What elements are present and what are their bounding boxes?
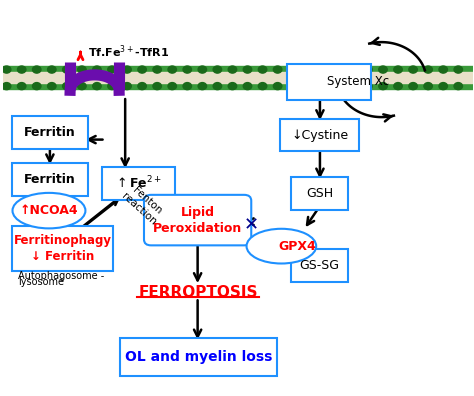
Circle shape xyxy=(2,66,11,73)
Circle shape xyxy=(288,83,297,89)
FancyBboxPatch shape xyxy=(291,249,348,282)
Circle shape xyxy=(424,83,432,89)
FancyBboxPatch shape xyxy=(101,167,174,200)
Circle shape xyxy=(349,83,357,89)
Text: ↑NCOA4: ↑NCOA4 xyxy=(19,204,78,217)
Text: ✕: ✕ xyxy=(244,217,259,234)
Circle shape xyxy=(168,83,176,89)
FancyBboxPatch shape xyxy=(12,163,88,196)
Circle shape xyxy=(319,83,327,89)
Circle shape xyxy=(198,66,207,73)
Circle shape xyxy=(93,83,101,89)
Circle shape xyxy=(228,66,237,73)
Circle shape xyxy=(47,66,56,73)
Circle shape xyxy=(183,83,191,89)
Ellipse shape xyxy=(246,229,316,263)
Circle shape xyxy=(153,66,162,73)
Circle shape xyxy=(258,83,267,89)
Text: ↓Cystine: ↓Cystine xyxy=(292,129,348,142)
Circle shape xyxy=(33,83,41,89)
Circle shape xyxy=(93,66,101,73)
Circle shape xyxy=(213,66,222,73)
Circle shape xyxy=(123,83,131,89)
Circle shape xyxy=(288,66,297,73)
Text: FERROPTOSIS: FERROPTOSIS xyxy=(138,285,258,300)
FancyBboxPatch shape xyxy=(12,226,113,271)
Circle shape xyxy=(108,66,116,73)
FancyBboxPatch shape xyxy=(291,177,348,210)
Circle shape xyxy=(379,83,387,89)
Text: GPX4: GPX4 xyxy=(279,240,316,253)
FancyBboxPatch shape xyxy=(144,195,251,246)
Circle shape xyxy=(138,66,146,73)
Circle shape xyxy=(364,83,372,89)
Circle shape xyxy=(409,83,417,89)
Circle shape xyxy=(63,83,71,89)
Circle shape xyxy=(303,66,312,73)
Text: Lipid
Peroxidation: Lipid Peroxidation xyxy=(153,206,242,234)
Text: GSH: GSH xyxy=(306,187,333,200)
Text: Ferritinophagy
↓ Ferritin: Ferritinophagy ↓ Ferritin xyxy=(14,234,112,263)
FancyBboxPatch shape xyxy=(12,116,88,148)
Text: OL and myelin loss: OL and myelin loss xyxy=(125,350,272,364)
Text: $\uparrow$Fe$^{2+}$: $\uparrow$Fe$^{2+}$ xyxy=(114,175,162,192)
Circle shape xyxy=(138,83,146,89)
Circle shape xyxy=(168,66,176,73)
Text: Fenton
reaction: Fenton reaction xyxy=(120,183,166,227)
Text: GS-SG: GS-SG xyxy=(300,259,339,272)
Circle shape xyxy=(78,66,86,73)
Circle shape xyxy=(319,66,327,73)
Text: System Xc: System Xc xyxy=(327,76,389,88)
Ellipse shape xyxy=(12,193,85,228)
Circle shape xyxy=(108,83,116,89)
Circle shape xyxy=(379,66,387,73)
FancyBboxPatch shape xyxy=(119,339,277,375)
FancyBboxPatch shape xyxy=(287,64,371,100)
Circle shape xyxy=(303,83,312,89)
Text: lysosome: lysosome xyxy=(18,277,64,287)
Circle shape xyxy=(47,83,56,89)
Circle shape xyxy=(409,66,417,73)
FancyBboxPatch shape xyxy=(281,119,359,151)
Circle shape xyxy=(394,66,402,73)
Circle shape xyxy=(454,66,463,73)
Circle shape xyxy=(334,66,342,73)
Text: Tf.Fe$^{3+}$-TfR1: Tf.Fe$^{3+}$-TfR1 xyxy=(89,44,170,60)
Circle shape xyxy=(334,83,342,89)
Text: Ferritin: Ferritin xyxy=(24,173,76,186)
Bar xyxy=(3,66,474,73)
Circle shape xyxy=(258,66,267,73)
Circle shape xyxy=(424,66,432,73)
Circle shape xyxy=(243,66,252,73)
Circle shape xyxy=(2,83,11,89)
Circle shape xyxy=(349,66,357,73)
Circle shape xyxy=(273,66,282,73)
Circle shape xyxy=(33,66,41,73)
Circle shape xyxy=(364,66,372,73)
Circle shape xyxy=(183,66,191,73)
Circle shape xyxy=(63,66,71,73)
Circle shape xyxy=(394,83,402,89)
Circle shape xyxy=(153,83,162,89)
Circle shape xyxy=(454,83,463,89)
Circle shape xyxy=(18,83,26,89)
Bar xyxy=(3,72,474,83)
Text: Autophagosome -: Autophagosome - xyxy=(18,270,104,281)
Circle shape xyxy=(198,83,207,89)
Circle shape xyxy=(18,66,26,73)
Circle shape xyxy=(213,83,222,89)
Circle shape xyxy=(123,66,131,73)
Circle shape xyxy=(439,66,447,73)
Circle shape xyxy=(228,83,237,89)
Circle shape xyxy=(243,83,252,89)
Text: Ferritin: Ferritin xyxy=(24,126,76,139)
Bar xyxy=(3,82,474,89)
Circle shape xyxy=(439,83,447,89)
Circle shape xyxy=(78,83,86,89)
Circle shape xyxy=(273,83,282,89)
